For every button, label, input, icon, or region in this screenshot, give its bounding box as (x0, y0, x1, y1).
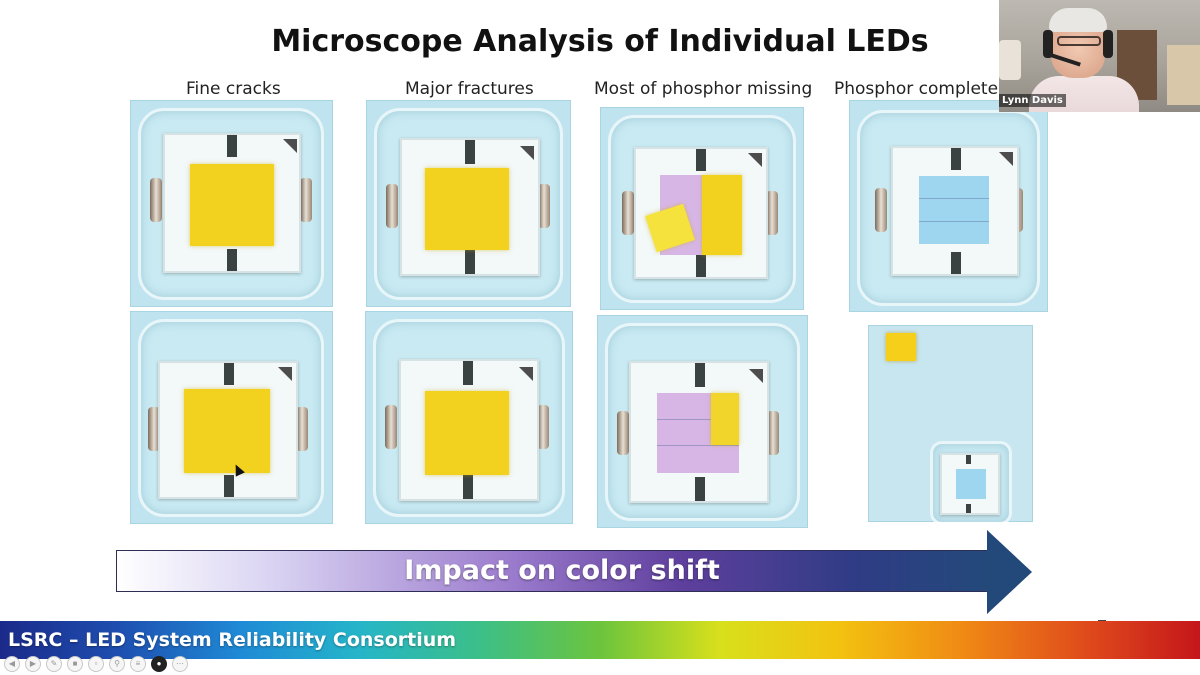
highlighter-icon[interactable]: ■ (67, 656, 83, 672)
led-photo-major-fractures-top (366, 100, 571, 307)
participant-name-label: Lynn Davis (999, 94, 1066, 107)
detached-phosphor-flake (886, 333, 916, 361)
column-label-major-fractures: Major fractures (405, 79, 534, 99)
led-photo-phosphor-removed-top (849, 100, 1048, 312)
led-photo-fine-cracks-top (130, 100, 333, 307)
led-photo-phosphor-missing-top (600, 107, 804, 310)
led-photo-fine-cracks-bottom (130, 311, 333, 524)
webcam-video-tile[interactable]: Lynn Davis (999, 0, 1200, 112)
column-label-phosphor-complete: Phosphor completel (834, 79, 1003, 99)
footer-text: LSRC – LED System Reliability Consortium (8, 629, 457, 651)
led-photo-phosphor-missing-bottom (597, 315, 808, 528)
footer-banner: LSRC – LED System Reliability Consortium (0, 621, 1200, 659)
column-label-fine-cracks: Fine cracks (186, 79, 281, 99)
led-photo-major-fractures-bottom (365, 311, 573, 524)
color-shift-arrow: Impact on color shift (116, 530, 1032, 614)
menu-icon[interactable]: ≡ (130, 656, 146, 672)
arrow-label: Impact on color shift (404, 555, 720, 586)
eraser-icon[interactable]: ▫ (88, 656, 104, 672)
column-label-phosphor-missing: Most of phosphor missing (594, 79, 813, 99)
pen-icon[interactable]: ✎ (46, 656, 62, 672)
slide-title: Microscope Analysis of Individual LEDs (271, 24, 929, 59)
prev-icon[interactable]: ◀ (4, 656, 20, 672)
camera-icon[interactable]: ● (151, 656, 167, 672)
presenter-toolbar: ◀ ▶ ✎ ■ ▫ ⚲ ≡ ● ⋯ (4, 656, 188, 672)
led-photo-phosphor-removed-bottom (868, 325, 1033, 522)
next-icon[interactable]: ▶ (25, 656, 41, 672)
more-icon[interactable]: ⋯ (172, 656, 188, 672)
zoom-icon[interactable]: ⚲ (109, 656, 125, 672)
